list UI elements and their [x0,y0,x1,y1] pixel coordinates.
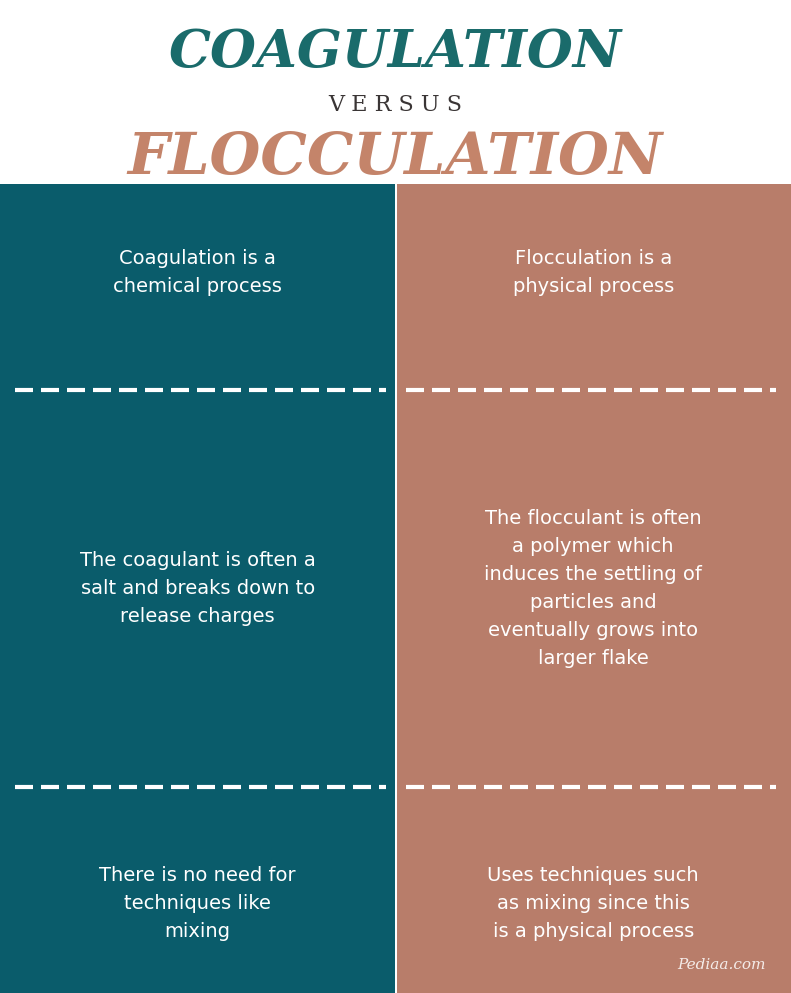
Bar [0,361,395,418]
Bar [0,759,395,815]
Text: The coagulant is often a
salt and breaks down to
release charges: The coagulant is often a salt and breaks… [80,551,316,626]
Text: The flocculant is often
a polymer which
induces the settling of
particles and
ev: The flocculant is often a polymer which … [484,508,702,668]
Text: V E R S U S: V E R S U S [328,94,463,116]
Text: Flocculation is a
physical process: Flocculation is a physical process [513,249,674,296]
Text: Uses techniques such
as mixing since this
is a physical process: Uses techniques such as mixing since thi… [487,867,699,941]
Bar [0,815,395,993]
Text: FLOCCULATION: FLOCCULATION [128,130,663,187]
Bar [0,418,395,759]
Text: COAGULATION: COAGULATION [169,27,622,77]
Text: Coagulation is a
chemical process: Coagulation is a chemical process [113,249,282,296]
Bar [0,184,395,361]
Bar [396,184,791,361]
Bar [396,418,791,759]
Bar [396,361,791,418]
Text: Pediaa.com: Pediaa.com [678,958,766,972]
Text: There is no need for
techniques like
mixing: There is no need for techniques like mix… [100,867,296,941]
Bar [396,759,791,815]
Bar [396,815,791,993]
